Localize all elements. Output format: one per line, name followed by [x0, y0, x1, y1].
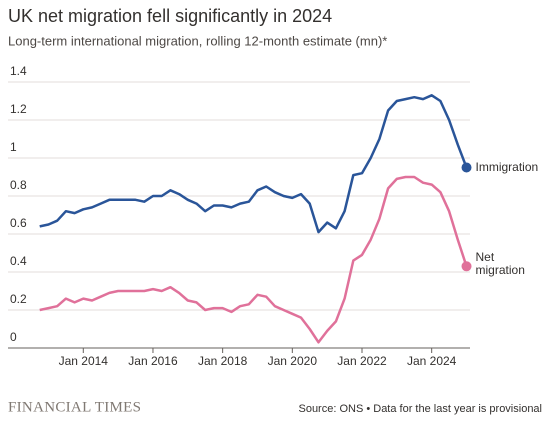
source: Source: ONS • Data for the last year is …	[298, 403, 542, 415]
y-tick-label: 0.2	[10, 292, 27, 306]
y-tick-label: 1	[10, 140, 17, 154]
end-dot	[461, 162, 472, 173]
y-tick-label: 0.6	[10, 216, 27, 230]
series-label: Net migration	[475, 250, 525, 278]
brand: FINANCIAL TIMES	[8, 399, 141, 415]
x-tick-label: Jan 2022	[337, 354, 387, 368]
x-tick-label: Jan 2014	[59, 354, 109, 368]
y-tick-label: 0.4	[10, 254, 27, 268]
y-tick-label: 0.8	[10, 178, 27, 192]
x-tick-label: Jan 2018	[198, 354, 248, 368]
chart-subtitle: Long-term international migration, rolli…	[8, 33, 387, 48]
end-dot	[461, 261, 472, 272]
x-tick-label: Jan 2020	[268, 354, 318, 368]
series-line	[39, 94, 468, 234]
y-tick-label: 1.2	[10, 102, 27, 116]
x-tick-label: Jan 2016	[128, 354, 178, 368]
x-tick-label: Jan 2024	[407, 354, 457, 368]
chart-title: UK net migration fell significantly in 2…	[8, 6, 332, 26]
series-label: Immigration	[475, 159, 539, 174]
series-line	[39, 175, 468, 344]
y-tick-label: 1.4	[10, 64, 27, 78]
y-tick-label: 0	[10, 330, 17, 344]
